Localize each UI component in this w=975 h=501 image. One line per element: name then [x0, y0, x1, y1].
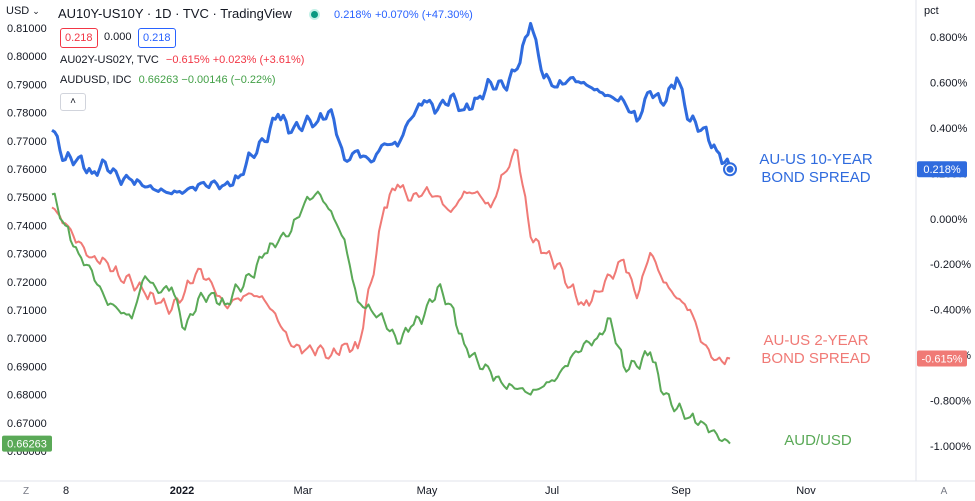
time-tick-label: 8	[63, 485, 69, 497]
time-tick-label: Mar	[294, 485, 313, 497]
time-tick-label: 2022	[170, 485, 194, 497]
left-axis-unit-label: USD	[6, 5, 30, 17]
sell-price-box[interactable]: 0.218	[60, 28, 98, 48]
chart-legend-main[interactable]: AU10Y-US10Y · 1D · TVC · TradingView 0.2…	[58, 6, 473, 21]
left-tick-label: 0.75000	[7, 192, 47, 204]
brand-label: TradingView	[220, 6, 292, 21]
right-axis-unit: pct	[924, 5, 939, 17]
series-line-au10y-us10y[interactable]	[51, 21, 732, 196]
left-tick-label: 0.79000	[7, 79, 47, 91]
time-tick-label: Nov	[796, 485, 816, 497]
right-tick-label: -0.800%	[930, 396, 971, 408]
last-point-dot	[726, 165, 734, 173]
left-tick-label: 0.74000	[7, 220, 47, 232]
interval[interactable]: 1D	[154, 6, 172, 21]
annotation-2y-line: AU-US 2-YEAR	[763, 332, 868, 349]
source: TVC	[182, 6, 209, 21]
quote-change: +0.070% (+47.30%)	[374, 9, 473, 21]
series-line-au02y-us02y[interactable]	[51, 148, 731, 366]
collapse-legend-button[interactable]: ˄	[60, 93, 86, 111]
time-tick-label: Jul	[545, 485, 559, 497]
annotation-10y-line: AU-US 10-YEAR	[759, 151, 873, 168]
legend-audusd[interactable]: AUDUSD, IDC 0.66263 −0.00146 (−0.22%)	[60, 74, 276, 86]
right-tick-label: 0.400%	[930, 123, 968, 135]
badge-2y-last: -0.615%	[922, 354, 963, 366]
left-price-axis[interactable]: 0.81000 0.80000 0.79000 0.78000 0.77000 0.760…	[7, 23, 47, 458]
spread-value: 0.000	[104, 31, 132, 43]
annotation-10y-line: BOND SPREAD	[761, 169, 870, 186]
left-tick-label: 0.71000	[7, 305, 47, 317]
right-tick-label: -0.200%	[930, 259, 971, 271]
left-tick-label: 0.78000	[7, 108, 47, 120]
zoom-icon[interactable]: Z	[23, 486, 29, 497]
left-tick-label: 0.69000	[7, 361, 47, 373]
time-tick-label: Sep	[671, 485, 691, 497]
left-axis-unit[interactable]: USD ⌄	[6, 5, 40, 17]
left-tick-label: 0.68000	[7, 390, 47, 402]
left-tick-label: 0.70000	[7, 333, 47, 345]
right-tick-label: 0.000%	[930, 214, 968, 226]
legend-audusd-values: 0.66263 −0.00146 (−0.22%)	[138, 74, 276, 86]
chevron-up-icon: ˄	[70, 96, 76, 107]
separator: ·	[146, 6, 152, 21]
legend-au02y-name: AU02Y-US02Y, TVC	[60, 54, 159, 66]
annotation-audusd: AUD/USD	[784, 432, 852, 449]
left-tick-label: 0.77000	[7, 136, 47, 148]
time-axis[interactable]: 8 2022 Mar May Jul Sep Nov Z A	[23, 485, 948, 497]
left-tick-label: 0.76000	[7, 164, 47, 176]
time-tick-label: May	[417, 485, 438, 497]
badge-audusd-last: 0.66263	[7, 439, 47, 451]
right-tick-label: -1.000%	[930, 441, 971, 453]
separator: ·	[175, 6, 180, 21]
market-status-icon	[309, 9, 321, 21]
badge-2y-last-bg	[917, 350, 967, 367]
right-percent-axis[interactable]: 0.800%0.600%0.400%0.200%0.000%-0.200%-0.…	[930, 32, 971, 453]
right-tick-label: 0.800%	[930, 32, 968, 44]
left-tick-label: 0.72000	[7, 277, 47, 289]
last-quote: 0.218%	[334, 9, 372, 21]
price-badges: 0.218% -0.615% 0.66263	[2, 161, 967, 452]
unit-dropdown-chevron-icon[interactable]: ⌄	[32, 6, 40, 16]
badge-10y-last-bg	[917, 161, 967, 178]
badge-audusd-last-bg	[2, 435, 52, 452]
left-tick-label: 0.67000	[7, 418, 47, 430]
left-tick-label: 0.73000	[7, 249, 47, 261]
legend-au02y-values: −0.615% +0.023% (+3.61%)	[165, 54, 305, 66]
badge-10y-last: 0.218%	[923, 164, 961, 176]
buy-price-box[interactable]: 0.218	[138, 28, 176, 48]
symbol-name[interactable]: AU10Y-US10Y	[58, 6, 144, 21]
left-tick-label: 0.81000	[7, 23, 47, 35]
series-layer	[51, 21, 737, 445]
annotation-2y-line: BOND SPREAD	[761, 350, 870, 367]
legend-audusd-name: AUDUSD, IDC	[60, 74, 132, 86]
auto-scale-icon[interactable]: A	[941, 486, 948, 497]
right-tick-label: -0.400%	[930, 305, 971, 317]
right-tick-label: 0.600%	[930, 77, 968, 89]
series-line-audusd[interactable]	[51, 190, 731, 445]
separator: ·	[212, 6, 217, 21]
legend-au02y[interactable]: AU02Y-US02Y, TVC −0.615% +0.023% (+3.61%…	[60, 54, 304, 66]
left-tick-label: 0.80000	[7, 51, 47, 63]
